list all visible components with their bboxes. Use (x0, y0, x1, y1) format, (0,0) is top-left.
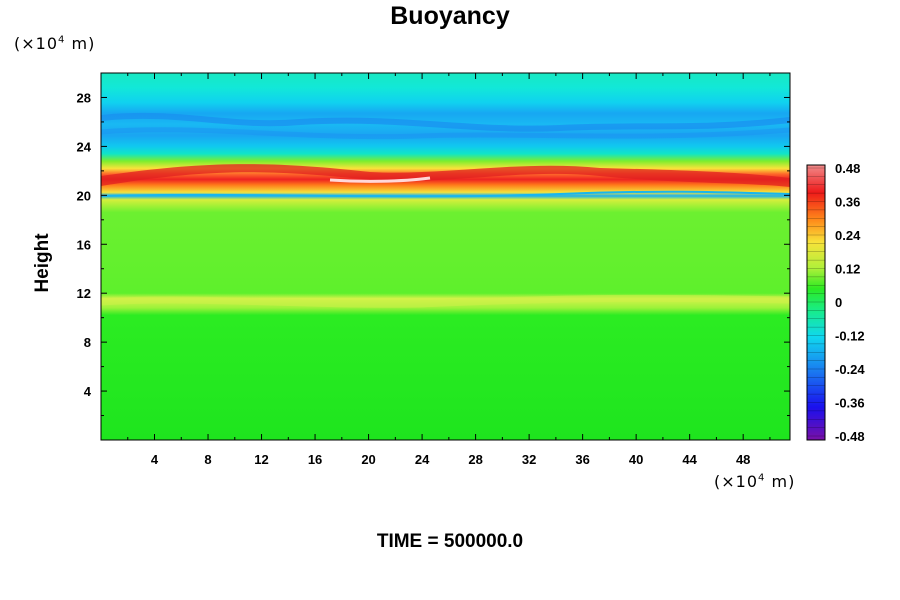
plot-frame (100, 72, 791, 441)
field-yellow-band (101, 294, 790, 308)
x-unit-tail: m) (765, 472, 796, 491)
colorbar-tick-label: 0.12 (835, 262, 860, 277)
field-white-streak (329, 176, 431, 183)
x-tick-label: 40 (629, 452, 643, 467)
y-axis-unit: (×104 m) (14, 34, 95, 53)
x-tick-label: 44 (682, 452, 697, 467)
field-blue-streak-1 (101, 112, 790, 132)
x-tick-label: 48 (736, 452, 750, 467)
y-axis: 4 8 12 16 20 24 28 (77, 90, 790, 417)
x-tick-label: 12 (254, 452, 268, 467)
y-tick-label: 4 (84, 384, 92, 399)
x-tick-label: 16 (308, 452, 322, 467)
field-blue-streak-2 (101, 127, 790, 140)
x-tick-label: 36 (575, 452, 589, 467)
x-tick-label: 4 (151, 452, 159, 467)
colorbar-tick-label: -0.36 (835, 396, 865, 411)
colorbar-tick-label: -0.48 (835, 429, 865, 444)
colorbar-tick-label: -0.12 (835, 329, 865, 344)
colorbar-tick-label: -0.24 (835, 362, 865, 377)
y-tick-label: 28 (77, 90, 91, 105)
x-unit-base: (×10 (714, 472, 759, 491)
x-tick-label: 8 (204, 452, 211, 467)
colorbar-tick-label: 0 (835, 295, 842, 310)
x-tick-label: 28 (468, 452, 482, 467)
x-tick-label: 24 (415, 452, 430, 467)
time-label: TIME = 500000.0 (376, 531, 524, 552)
x-axis: 4 8 12 16 20 24 28 32 36 40 44 48 (127, 73, 771, 467)
colorbar-tick-label: 0.24 (835, 228, 861, 243)
chart-title: Buoyancy (390, 2, 510, 30)
x-tick-label: 20 (361, 452, 375, 467)
y-tick-label: 20 (77, 188, 91, 203)
colorbar-tick-label: 0.36 (835, 195, 860, 210)
colorbar-ticks: 0.48 0.36 0.24 0.12 0 -0.12 -0.24 -0.36 -0.48 (807, 161, 865, 444)
x-axis-unit: (×104 m) (714, 472, 795, 491)
colorbar (806, 164, 826, 441)
y-unit-base: (×10 (14, 34, 59, 53)
y-unit-tail: m) (65, 34, 96, 53)
field-features (101, 112, 790, 308)
field-cyan-line (101, 190, 790, 198)
y-tick-label: 8 (84, 335, 91, 350)
y-tick-label: 24 (77, 139, 92, 154)
field-red-band (101, 164, 790, 187)
y-unit-exponent: 4 (58, 34, 66, 46)
x-unit-exponent: 4 (758, 472, 766, 484)
x-tick-label: 32 (522, 452, 536, 467)
y-tick-label: 16 (77, 237, 91, 252)
y-tick-label: 12 (77, 286, 91, 301)
colorbar-tick-label: 0.48 (835, 161, 860, 176)
